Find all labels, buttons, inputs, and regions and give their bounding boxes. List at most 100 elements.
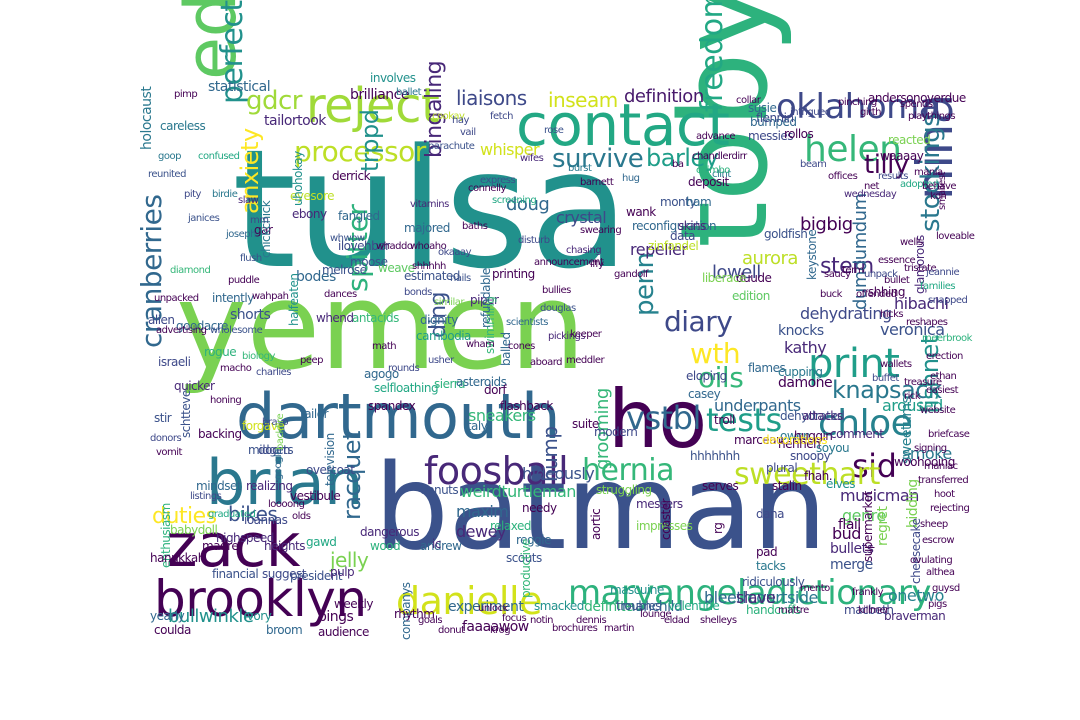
cloud-word: meddler — [566, 355, 605, 366]
cloud-word: backing — [198, 427, 242, 441]
cloud-word: wahpah — [252, 291, 289, 302]
cloud-word: briefcase — [928, 429, 970, 440]
cloud-word: president — [290, 569, 343, 583]
cloud-word: suite — [572, 417, 599, 431]
cloud-word: focus — [502, 613, 527, 624]
cloud-word: chloe — [818, 403, 913, 444]
cloud-word: loooong — [268, 499, 305, 510]
cloud-word: ebony — [292, 207, 327, 221]
cloud-word: dennis — [576, 615, 607, 626]
cloud-word: snapped — [928, 295, 968, 306]
cloud-word: doug — [506, 194, 550, 215]
cloud-word: pigs — [928, 599, 947, 610]
cloud-word: barnett — [580, 177, 614, 188]
cloud-word: repeller — [630, 240, 688, 259]
cloud-word: musicman — [840, 486, 919, 505]
cloud-word: mania — [914, 167, 943, 178]
cloud-word: bleeth — [704, 588, 752, 607]
cloud-word: macho — [220, 363, 252, 374]
cloud-word: aboard — [530, 357, 563, 368]
cloud-word: decorations — [762, 433, 827, 447]
cloud-word: goop — [158, 151, 181, 162]
cloud-word: janices — [188, 213, 220, 224]
cloud-word: reconfiguration — [632, 219, 717, 233]
cloud-word: duties — [152, 504, 217, 529]
cloud-word: bings — [318, 609, 354, 625]
cloud-word: cones — [508, 341, 535, 352]
cloud-word: crystal — [556, 208, 607, 227]
cloud-word: reunited — [148, 169, 186, 180]
cloud-word: coulda — [154, 623, 191, 637]
cloud-word: weirdturtleman — [460, 482, 576, 501]
cloud-word: slave — [736, 588, 776, 607]
cloud-word: net — [864, 181, 879, 192]
cloud-word: rg — [711, 522, 725, 534]
cloud-word: braverman — [884, 609, 946, 623]
cloud-word: flennin — [756, 111, 794, 125]
cloud-word: duude — [736, 271, 772, 285]
cloud-word: ballet — [396, 87, 422, 98]
cloud-word: website — [920, 405, 956, 416]
cloud-word: wank — [626, 205, 656, 219]
cloud-word: flashback — [500, 399, 553, 413]
cloud-word: flail — [838, 517, 861, 533]
cloud-word: estimated — [404, 269, 460, 283]
cloud-word: soyou — [816, 441, 850, 455]
cloud-word: majored — [404, 221, 450, 235]
cloud-word: suggest — [262, 567, 306, 581]
cloud-word: heights — [264, 539, 306, 553]
cloud-word: jelly — [330, 548, 369, 572]
cloud-word: krog — [490, 625, 511, 636]
cloud-word: agogo — [364, 367, 399, 381]
cloud-word: melrose — [322, 263, 367, 277]
cloud-word: chasing — [566, 245, 602, 256]
cloud-word: cookay — [432, 111, 465, 122]
cloud-word: notin — [530, 615, 554, 626]
cloud-word: oils — [698, 361, 744, 394]
cloud-word: snoopy — [790, 449, 831, 463]
cloud-word: hideously — [522, 464, 595, 483]
cloud-word: quicker — [174, 379, 215, 393]
cloud-word: biology — [242, 351, 275, 362]
cloud-word: bullies — [542, 285, 571, 296]
cloud-word: playthings — [908, 111, 956, 122]
cloud-word: fetch — [490, 111, 513, 122]
cloud-word: piper — [470, 293, 499, 307]
cloud-word: tristate — [904, 263, 937, 274]
cloud-word: families — [920, 281, 956, 292]
cloud-word: goodacre — [176, 319, 228, 333]
cloud-word: spends — [900, 99, 933, 110]
cloud-word: processor — [294, 135, 426, 168]
cloud-word: ivory — [244, 609, 272, 623]
cloud-word: audience — [318, 625, 369, 639]
cloud-word: smacked — [534, 599, 584, 613]
cloud-word: modern — [594, 425, 638, 439]
cloud-word: liberace — [702, 271, 746, 285]
cloud-word: israeli — [158, 355, 191, 369]
cloud-word: babydoll — [170, 523, 218, 537]
cloud-word: confused — [198, 151, 240, 162]
cloud-word: wells — [900, 237, 923, 248]
cloud-word: clint — [712, 169, 731, 180]
cloud-word: attacks — [802, 409, 843, 423]
cloud-word: tulsa — [232, 114, 630, 305]
cloud-word: supermarket — [861, 491, 875, 562]
cloud-word: bravo — [262, 417, 289, 428]
cloud-word: definition — [624, 86, 704, 107]
cloud-word: collar — [736, 95, 761, 106]
cloud-word: whoaho — [410, 241, 447, 252]
cloud-word: girth — [860, 107, 882, 118]
cloud-word: yearly — [150, 609, 185, 623]
cloud-word: pad — [756, 545, 778, 559]
cloud-word: unlock — [478, 603, 508, 614]
cloud-word: onetwo — [888, 586, 944, 605]
cloud-word: batman — [374, 438, 827, 576]
cloud-word: mindset — [196, 479, 242, 493]
cloud-word: hibachi — [894, 294, 949, 313]
cloud-word: rollos — [784, 127, 814, 141]
cloud-word: swearing — [580, 225, 622, 236]
cloud-word: involves — [370, 71, 416, 85]
cloud-word: fhah. — [804, 469, 833, 483]
cloud-word: lounge — [640, 609, 672, 620]
cloud-word: troll — [714, 413, 735, 427]
